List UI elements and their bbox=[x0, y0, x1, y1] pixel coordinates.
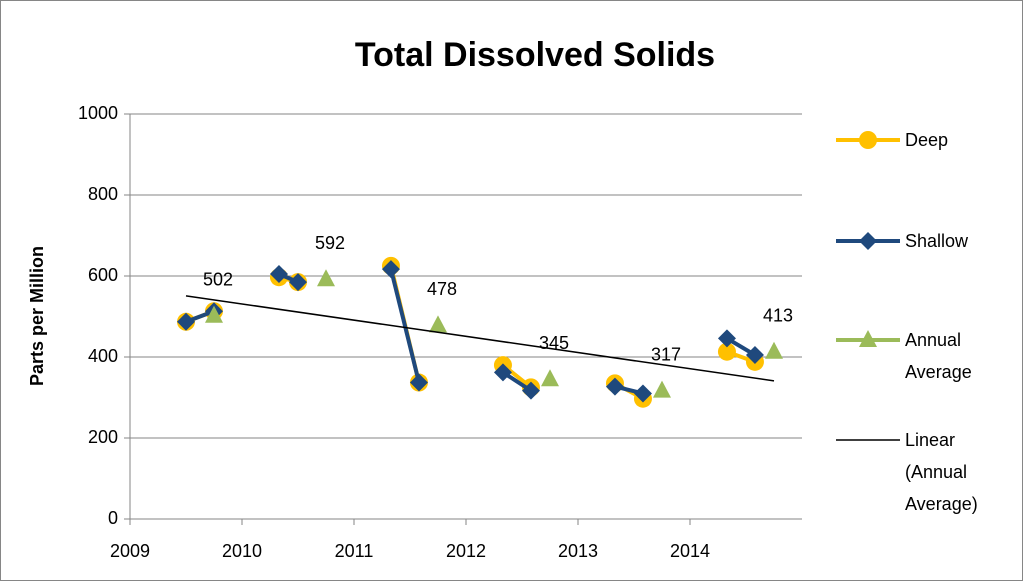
x-tick-label: 2012 bbox=[446, 541, 486, 561]
x-tick-label: 2010 bbox=[222, 541, 262, 561]
point bbox=[653, 380, 671, 398]
y-tick-label: 200 bbox=[88, 427, 118, 447]
y-tick-label: 1000 bbox=[78, 103, 118, 123]
legend-marker bbox=[859, 232, 877, 250]
point bbox=[541, 369, 559, 387]
legend-marker bbox=[859, 330, 877, 347]
data-label: 413 bbox=[763, 305, 793, 325]
legend-label: Shallow bbox=[905, 231, 969, 251]
point bbox=[381, 260, 400, 279]
point bbox=[269, 264, 288, 283]
point bbox=[429, 315, 447, 333]
x-tick-label: 2011 bbox=[335, 541, 374, 561]
legend-label: Linear (Annual Average) bbox=[905, 430, 978, 514]
point bbox=[289, 273, 307, 292]
y-tick-label: 400 bbox=[88, 346, 118, 366]
x-tick-label: 2009 bbox=[110, 541, 150, 561]
point bbox=[177, 312, 195, 331]
point bbox=[205, 305, 223, 323]
y-tick-label: 0 bbox=[108, 508, 118, 528]
point bbox=[745, 345, 764, 364]
data-label: 317 bbox=[651, 344, 681, 364]
data-label: 478 bbox=[427, 279, 457, 299]
y-axis-label: Parts per Million bbox=[27, 246, 47, 386]
legend-label: Deep bbox=[905, 130, 949, 150]
trend-line bbox=[185, 295, 775, 382]
point bbox=[605, 377, 624, 396]
point bbox=[633, 384, 652, 403]
series-line bbox=[389, 268, 421, 383]
point bbox=[521, 381, 540, 400]
data-label: 592 bbox=[315, 233, 345, 253]
y-tick-label: 600 bbox=[88, 265, 118, 285]
point bbox=[717, 329, 736, 348]
y-tick-label: 800 bbox=[88, 184, 118, 204]
legend-label: Annual Average bbox=[905, 330, 972, 382]
legend-marker bbox=[859, 131, 877, 149]
point bbox=[717, 342, 736, 361]
chart-title: Total Dissolved Solids bbox=[355, 36, 715, 74]
point bbox=[409, 373, 428, 392]
point bbox=[765, 341, 783, 359]
point bbox=[317, 269, 335, 287]
x-tick-label: 2013 bbox=[558, 541, 598, 561]
data-label: 502 bbox=[203, 269, 233, 289]
x-tick-label: 2014 bbox=[670, 541, 710, 561]
point bbox=[493, 363, 512, 382]
